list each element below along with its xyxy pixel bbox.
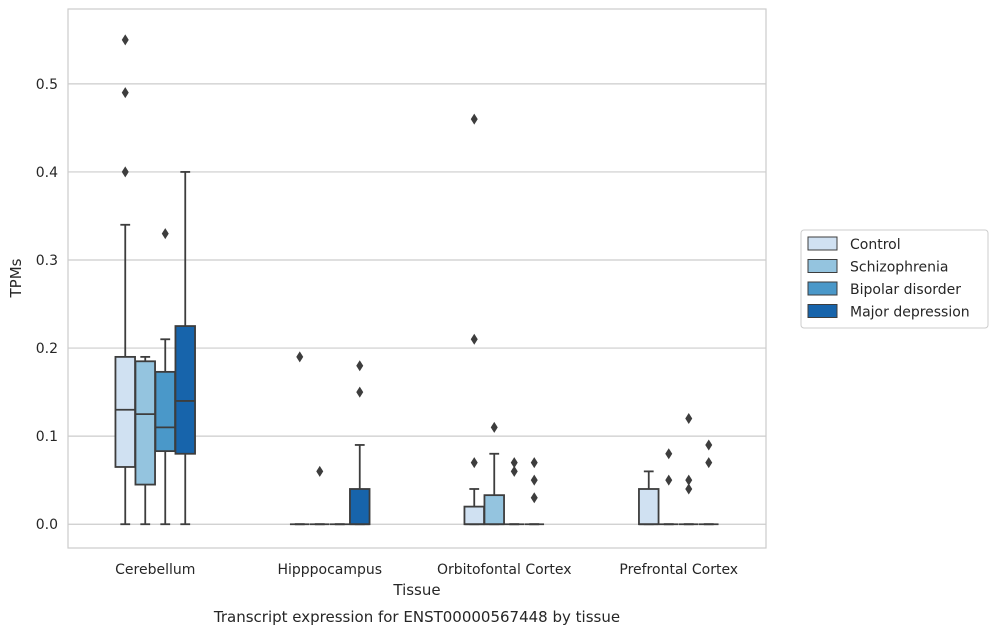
- outlier-point: [490, 421, 498, 433]
- outlier-point: [121, 166, 129, 178]
- legend-label: Bipolar disorder: [850, 282, 961, 298]
- box: [483, 494, 505, 526]
- x-axis-title: Tissue: [392, 581, 440, 599]
- x-tick-label: Prefrontal Cortex: [619, 562, 738, 578]
- outlier-point: [685, 413, 693, 425]
- legend-label: Control: [850, 237, 901, 253]
- outlier-point: [121, 34, 129, 46]
- outlier-point: [161, 228, 169, 240]
- box: [638, 488, 660, 526]
- box: [134, 360, 156, 486]
- outlier-point: [665, 448, 673, 460]
- legend-swatch: [807, 304, 838, 318]
- outlier-point: [316, 465, 324, 477]
- outlier-point: [530, 492, 538, 504]
- x-tick-label: Hipppocampus: [277, 562, 382, 578]
- legend-swatch: [807, 259, 838, 273]
- outlier-point: [705, 457, 713, 469]
- outlier-point: [510, 457, 518, 469]
- y-tick-label: 0.4: [36, 165, 58, 181]
- y-tick-label: 0.0: [36, 517, 58, 533]
- box: [174, 325, 196, 455]
- box-series: [114, 34, 719, 526]
- y-tick-label: 0.3: [36, 253, 58, 269]
- legend-frame: [800, 229, 989, 329]
- y-tick-label: 0.2: [36, 341, 58, 357]
- plot-area-border: [67, 8, 767, 549]
- outlier-point: [530, 474, 538, 486]
- outlier-point: [685, 474, 693, 486]
- outlier-point: [356, 360, 364, 372]
- box: [154, 370, 176, 453]
- legend-swatch: [807, 281, 838, 296]
- outlier-point: [470, 457, 478, 469]
- outlier-point: [530, 457, 538, 469]
- box: [349, 488, 371, 526]
- chart-caption: Transcript expression for ENST0000056744…: [213, 608, 620, 626]
- legend: Control Schizophrenia Bipolar disorder Majo…: [800, 229, 989, 329]
- x-axis-ticks: Cerebellum Hipppocampus Orbitofontal Corte…: [115, 562, 738, 578]
- outlier-point: [356, 386, 364, 398]
- legend-label: Major depression: [850, 305, 970, 321]
- outlier-point: [510, 465, 518, 477]
- outlier-point: [685, 483, 693, 495]
- y-axis-ticks: 0.0 0.1 0.2 0.3 0.4 0.5: [36, 77, 58, 533]
- x-tick-label: Orbitofontal Cortex: [437, 562, 572, 578]
- outlier-point: [470, 113, 478, 125]
- outlier-point: [296, 351, 304, 363]
- outlier-point: [121, 87, 129, 99]
- outlier-point: [705, 439, 713, 451]
- y-tick-label: 0.5: [36, 77, 58, 93]
- box: [463, 505, 485, 526]
- legend-label: Schizophrenia: [850, 260, 948, 276]
- box: [114, 355, 136, 468]
- outlier-point: [470, 333, 478, 345]
- legend-swatch: [807, 236, 838, 251]
- plot-area-background: [68, 9, 766, 548]
- x-tick-label: Cerebellum: [115, 562, 195, 578]
- y-axis-title: TPMs: [7, 258, 25, 298]
- y-tick-label: 0.1: [36, 429, 58, 445]
- outlier-point: [665, 474, 673, 486]
